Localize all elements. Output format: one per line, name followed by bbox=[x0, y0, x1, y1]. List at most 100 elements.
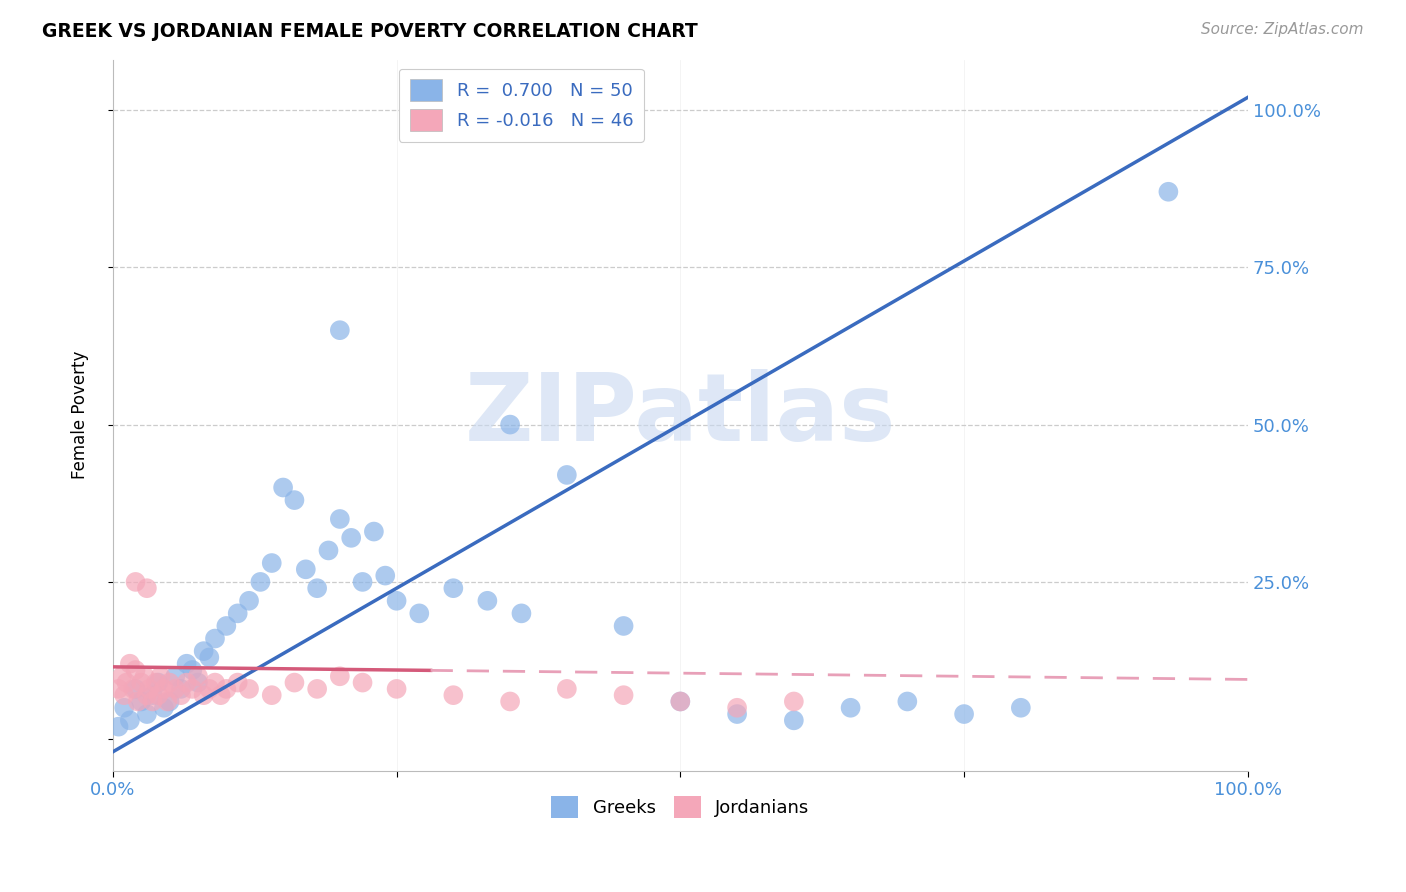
Point bbox=[363, 524, 385, 539]
Point bbox=[477, 594, 499, 608]
Text: Source: ZipAtlas.com: Source: ZipAtlas.com bbox=[1201, 22, 1364, 37]
Point bbox=[129, 694, 152, 708]
Point bbox=[170, 688, 193, 702]
Point bbox=[385, 681, 408, 696]
Point bbox=[170, 681, 193, 696]
Point bbox=[204, 632, 226, 646]
Point bbox=[204, 675, 226, 690]
Point bbox=[135, 688, 157, 702]
Point bbox=[374, 568, 396, 582]
Point bbox=[176, 675, 198, 690]
Point bbox=[385, 594, 408, 608]
Point bbox=[124, 681, 146, 696]
Y-axis label: Female Poverty: Female Poverty bbox=[72, 351, 89, 479]
Point bbox=[283, 493, 305, 508]
Point bbox=[115, 675, 138, 690]
Point bbox=[107, 681, 129, 696]
Point bbox=[187, 669, 209, 683]
Point bbox=[238, 681, 260, 696]
Point bbox=[441, 688, 464, 702]
Point bbox=[226, 607, 249, 621]
Point bbox=[613, 688, 636, 702]
Point bbox=[294, 562, 316, 576]
Point bbox=[1157, 185, 1180, 199]
Point bbox=[209, 688, 232, 702]
Point bbox=[340, 531, 363, 545]
Point bbox=[153, 681, 176, 696]
Point bbox=[408, 607, 430, 621]
Point bbox=[124, 574, 146, 589]
Point bbox=[135, 707, 157, 722]
Point bbox=[112, 700, 135, 714]
Point bbox=[159, 694, 181, 708]
Point bbox=[127, 694, 149, 708]
Point bbox=[329, 323, 352, 337]
Point bbox=[1010, 700, 1032, 714]
Point bbox=[669, 694, 692, 708]
Point bbox=[249, 574, 271, 589]
Point bbox=[193, 688, 215, 702]
Point bbox=[118, 714, 141, 728]
Point bbox=[283, 675, 305, 690]
Point bbox=[215, 619, 238, 633]
Point bbox=[142, 694, 165, 708]
Point bbox=[142, 688, 165, 702]
Point bbox=[226, 675, 249, 690]
Point bbox=[159, 675, 181, 690]
Point bbox=[783, 714, 806, 728]
Point bbox=[499, 417, 522, 432]
Point bbox=[145, 675, 167, 690]
Point bbox=[148, 675, 170, 690]
Point bbox=[839, 700, 862, 714]
Point bbox=[153, 700, 176, 714]
Point bbox=[165, 669, 187, 683]
Point bbox=[176, 657, 198, 671]
Point bbox=[783, 694, 806, 708]
Point bbox=[156, 694, 179, 708]
Point bbox=[193, 644, 215, 658]
Point bbox=[555, 681, 578, 696]
Point bbox=[118, 657, 141, 671]
Point bbox=[129, 675, 152, 690]
Point bbox=[165, 681, 187, 696]
Point bbox=[499, 694, 522, 708]
Point bbox=[124, 663, 146, 677]
Point bbox=[111, 669, 134, 683]
Point bbox=[148, 688, 170, 702]
Point bbox=[260, 688, 283, 702]
Point bbox=[613, 619, 636, 633]
Point bbox=[953, 707, 976, 722]
Point bbox=[260, 556, 283, 570]
Point bbox=[187, 675, 209, 690]
Point bbox=[555, 467, 578, 482]
Point bbox=[307, 681, 329, 696]
Point bbox=[329, 512, 352, 526]
Point bbox=[107, 720, 129, 734]
Point bbox=[181, 681, 204, 696]
Text: GREEK VS JORDANIAN FEMALE POVERTY CORRELATION CHART: GREEK VS JORDANIAN FEMALE POVERTY CORREL… bbox=[42, 22, 697, 41]
Point bbox=[238, 594, 260, 608]
Point bbox=[510, 607, 533, 621]
Text: ZIPatlas: ZIPatlas bbox=[464, 369, 896, 461]
Point bbox=[441, 581, 464, 595]
Point bbox=[138, 681, 160, 696]
Point bbox=[271, 481, 294, 495]
Point bbox=[215, 681, 238, 696]
Point bbox=[896, 694, 918, 708]
Point bbox=[352, 574, 374, 589]
Point bbox=[181, 663, 204, 677]
Point bbox=[307, 581, 329, 595]
Point bbox=[122, 681, 145, 696]
Point bbox=[198, 650, 221, 665]
Point bbox=[134, 669, 156, 683]
Point bbox=[352, 675, 374, 690]
Point bbox=[112, 688, 135, 702]
Point bbox=[135, 581, 157, 595]
Point bbox=[149, 669, 172, 683]
Point bbox=[725, 707, 748, 722]
Point bbox=[329, 669, 352, 683]
Point bbox=[725, 700, 748, 714]
Legend: Greeks, Jordanians: Greeks, Jordanians bbox=[544, 789, 817, 826]
Point bbox=[318, 543, 340, 558]
Point bbox=[198, 681, 221, 696]
